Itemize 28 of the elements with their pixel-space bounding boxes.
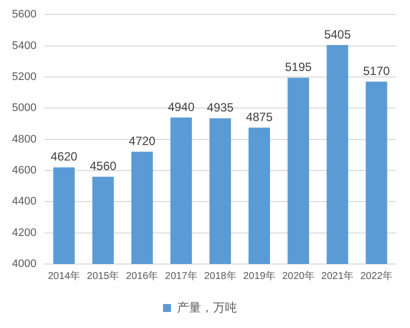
data-label: 4620 [50, 150, 78, 164]
data-label: 4940 [168, 100, 195, 114]
x-tick-label: 2022年 [360, 270, 393, 282]
x-tick-label: 2014年 [48, 270, 80, 282]
y-tick-label: 4400 [12, 196, 36, 208]
x-tick-label: 2015年 [86, 270, 120, 282]
y-tick-label: 4200 [12, 226, 36, 239]
data-label: 5170 [363, 64, 390, 78]
legend-label: 产量，万吨 [177, 300, 237, 314]
y-tick-label: 5600 [12, 8, 36, 21]
data-label: 4875 [246, 110, 273, 124]
x-tick-label: 2021年 [321, 270, 354, 282]
y-tick-label: 5400 [12, 40, 36, 52]
y-tick-label: 4800 [12, 133, 36, 146]
data-label: 5405 [324, 27, 352, 42]
x-tick-label: 2017年 [165, 270, 198, 282]
y-tick-label: 5200 [12, 70, 36, 83]
y-tick-label: 5000 [12, 102, 36, 114]
y-tick-label: 4000 [12, 258, 36, 270]
data-label: 4720 [128, 134, 156, 148]
data-label: 4935 [206, 100, 234, 115]
x-tick-label: 2018年 [204, 270, 236, 282]
x-tick-label: 2020年 [282, 270, 314, 282]
y-tick-label: 4600 [12, 164, 36, 177]
data-label: 5195 [285, 60, 312, 74]
data-label: 4560 [90, 159, 117, 174]
x-tick-label: 2019年 [243, 270, 276, 282]
x-tick-label: 2016年 [126, 270, 158, 282]
